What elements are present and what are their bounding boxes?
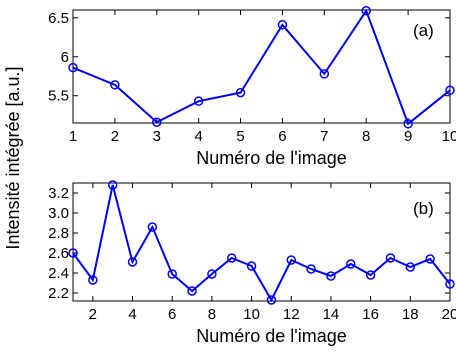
panel-tag: (a) bbox=[413, 21, 434, 40]
data-point bbox=[306, 264, 316, 274]
panel-b: 2 4 6 8 10 12 14 16 18 20 2.2 2.4 2.6 2.8 3.0 3.2 Numéro… bbox=[48, 180, 456, 346]
data-point bbox=[68, 62, 78, 73]
data-point bbox=[286, 255, 297, 265]
data-point bbox=[425, 254, 435, 264]
data-point bbox=[246, 261, 257, 271]
data-point bbox=[110, 80, 120, 90]
y-tick-label: 2.4 bbox=[48, 265, 69, 282]
series-line bbox=[72, 184, 451, 303]
data-point bbox=[405, 262, 416, 272]
x-tick-label: 16 bbox=[362, 306, 379, 323]
data-point bbox=[147, 222, 158, 232]
series-line bbox=[72, 8, 451, 126]
data-point bbox=[167, 269, 177, 279]
x-tick-label: 6 bbox=[278, 128, 286, 145]
plot-frame bbox=[72, 9, 451, 124]
x-tick-label: 5 bbox=[236, 128, 244, 145]
shared-ylabel: Intensité intégrée [a.u.] bbox=[3, 66, 23, 249]
data-point bbox=[187, 286, 197, 296]
data-point bbox=[88, 275, 98, 285]
y-tick-label: 2.2 bbox=[48, 285, 69, 302]
data-point bbox=[346, 259, 356, 269]
y-tick-label: 3.2 bbox=[48, 185, 69, 202]
data-point bbox=[445, 279, 455, 289]
data-point bbox=[319, 69, 330, 79]
data-point bbox=[152, 117, 162, 127]
data-point bbox=[326, 271, 336, 281]
data-point bbox=[385, 253, 396, 263]
panel-tag: (b) bbox=[413, 199, 434, 218]
data-point bbox=[68, 248, 78, 258]
plot-frame bbox=[72, 182, 451, 302]
x-axis-title: Numéro de l'image bbox=[196, 326, 347, 346]
x-tick-label: 1 bbox=[69, 128, 77, 145]
x-tick-label: 2 bbox=[111, 128, 119, 145]
data-point bbox=[445, 85, 455, 96]
y-tick-label: 2.6 bbox=[48, 245, 69, 262]
x-tick-label: 7 bbox=[320, 128, 328, 145]
x-tick-label: 10 bbox=[442, 128, 456, 145]
data-point bbox=[277, 20, 288, 30]
data-point bbox=[207, 269, 217, 279]
y-tick-label: 6.5 bbox=[48, 10, 69, 27]
data-point bbox=[226, 253, 237, 263]
y-tick-label: 2.8 bbox=[48, 225, 69, 242]
x-tick-label: 20 bbox=[442, 306, 456, 323]
x-tick-label: 10 bbox=[243, 306, 260, 323]
x-axis-title: Numéro de l'image bbox=[196, 148, 347, 168]
data-point bbox=[107, 180, 118, 190]
x-tick-label: 18 bbox=[402, 306, 419, 323]
x-tick-label: 12 bbox=[283, 306, 300, 323]
x-tick-label: 8 bbox=[362, 128, 370, 145]
x-tick-label: 4 bbox=[194, 128, 202, 145]
x-tick-label: 4 bbox=[128, 306, 136, 323]
x-tick-label: 14 bbox=[323, 306, 340, 323]
data-point bbox=[266, 295, 277, 305]
data-point bbox=[127, 257, 138, 267]
x-tick-label: 8 bbox=[208, 306, 216, 323]
data-point bbox=[193, 96, 204, 106]
x-tick-label: 3 bbox=[153, 128, 161, 145]
data-point bbox=[235, 87, 246, 98]
y-tick-label: 5.5 bbox=[48, 88, 69, 105]
x-tick-label: 6 bbox=[168, 306, 176, 323]
data-point bbox=[361, 6, 371, 16]
y-tick-label: 3.0 bbox=[48, 205, 69, 222]
y-tick-label: 6 bbox=[61, 49, 69, 66]
data-point bbox=[365, 270, 376, 280]
x-tick-label: 2 bbox=[89, 306, 97, 323]
x-tick-label: 9 bbox=[404, 128, 412, 145]
panel-a: 1 2 3 4 5 6 7 8 9 10 5.5 6 6.5 Numéro de l'image (a) bbox=[48, 6, 456, 168]
data-point bbox=[403, 119, 413, 129]
